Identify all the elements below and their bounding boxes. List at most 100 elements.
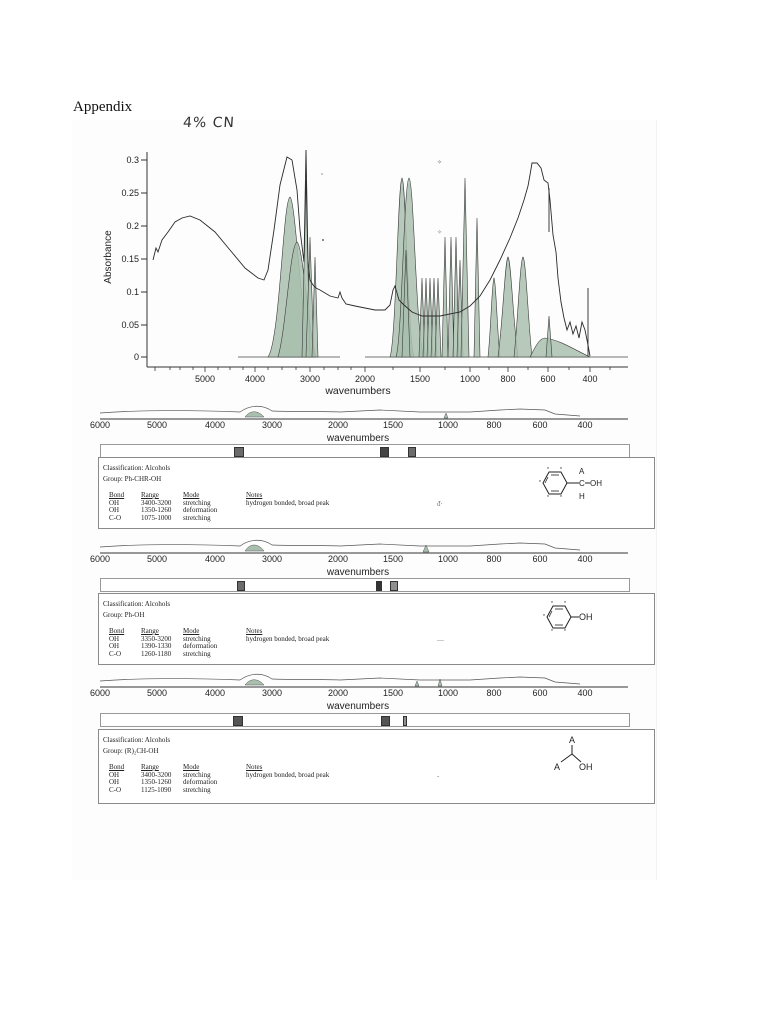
structure-phenol: OH * * * * * bbox=[543, 601, 593, 635]
reference-card-ph-oh: Classification: Alcohols Group: Ph-OH Bo… bbox=[98, 593, 655, 665]
mini-x-tick: 800 bbox=[486, 688, 501, 698]
bond-table: Bond Range Mode Notes OH 3350-3200 stretching… bbox=[109, 627, 330, 658]
mini-spectrum-3 bbox=[99, 673, 628, 688]
x-axis-label: wavenumbers bbox=[324, 385, 390, 397]
mini-x-tick: 800 bbox=[486, 420, 501, 430]
structure-benzyl-alcohol: C OH A H * * * * * bbox=[539, 467, 602, 501]
mini-x-tick: 3000 bbox=[262, 688, 282, 698]
mini-x-tick: 3000 bbox=[262, 420, 282, 430]
band-marker bbox=[381, 716, 390, 726]
x-tick-label: 800 bbox=[500, 374, 515, 384]
mini-x-axis-label: wavenumbers bbox=[326, 433, 389, 444]
measured-spectrum-line bbox=[152, 149, 591, 357]
svg-text:OH: OH bbox=[579, 612, 593, 622]
y-tick-label: 0.3 bbox=[126, 155, 139, 165]
band-marker-strip-1 bbox=[100, 444, 630, 458]
band-marker bbox=[408, 447, 416, 457]
group-label: Group: Ph-CHR-OH bbox=[103, 475, 162, 483]
svg-text:*: * bbox=[543, 614, 545, 620]
svg-text:*: * bbox=[560, 467, 562, 473]
band-marker bbox=[390, 581, 398, 591]
mini-x-axis-label: wavenumbers bbox=[326, 701, 389, 712]
svg-text:*: * bbox=[551, 601, 553, 607]
x-tick-label: 600 bbox=[540, 374, 555, 384]
svg-text:A: A bbox=[554, 762, 560, 772]
x-tick-label: 5000 bbox=[195, 374, 215, 384]
classification-label: Classification: Alcohols bbox=[103, 600, 171, 608]
mini-x-tick: 600 bbox=[532, 420, 547, 430]
mini-x-tick: 600 bbox=[532, 688, 547, 698]
mini-x-tick: 5000 bbox=[147, 688, 167, 698]
y-tick-label: 0.2 bbox=[126, 221, 139, 231]
mini-x-tick: 6000 bbox=[90, 688, 110, 698]
svg-text:*: * bbox=[551, 629, 553, 635]
mini-x-tick: 4000 bbox=[205, 554, 225, 564]
structure-secondary-alcohol: A A OH bbox=[554, 735, 593, 772]
reference-mini-spectra: 6000 5000 4000 3000 2000 1500 1000 800 6… bbox=[90, 405, 628, 712]
band-marker bbox=[234, 447, 244, 457]
svg-text:*: * bbox=[547, 495, 549, 501]
mini-spectrum-1 bbox=[99, 405, 628, 420]
x-tick-label: 400 bbox=[582, 374, 597, 384]
svg-text:C: C bbox=[579, 479, 585, 488]
mini-x-tick: 400 bbox=[577, 688, 592, 698]
mini-x-tick: 2000 bbox=[328, 420, 348, 430]
mini-x-tick: 1000 bbox=[438, 554, 458, 564]
svg-text:A: A bbox=[579, 467, 585, 476]
page-heading: Appendix bbox=[73, 99, 133, 115]
y-tick-label: 0.05 bbox=[121, 320, 139, 330]
classification-label: Classification: Alcohols bbox=[103, 736, 171, 744]
svg-text:*: * bbox=[564, 601, 566, 607]
svg-text:*: * bbox=[564, 629, 566, 635]
mini-x-tick: 4000 bbox=[205, 420, 225, 430]
mini-x-tick: 400 bbox=[577, 420, 592, 430]
mini-x-tick: 4000 bbox=[205, 688, 225, 698]
mini-x-tick: 1000 bbox=[438, 688, 458, 698]
reference-card-r2ch-oh: Classification: Alcohols Group: (R)₂CH-O… bbox=[98, 729, 655, 804]
mini-x-tick: 6000 bbox=[90, 420, 110, 430]
svg-text:OH: OH bbox=[590, 479, 602, 488]
x-tick-label: 1000 bbox=[460, 374, 480, 384]
x-tick-label: 3000 bbox=[300, 374, 320, 384]
band-marker-strip-2 bbox=[100, 578, 630, 592]
classification-label: Classification: Alcohols bbox=[103, 464, 171, 472]
svg-text:✧: ✧ bbox=[437, 229, 442, 236]
y-axis-label: Absorbance bbox=[103, 230, 114, 284]
svg-text:*: * bbox=[560, 495, 562, 501]
mini-x-tick: 1000 bbox=[438, 420, 458, 430]
band-marker bbox=[376, 581, 382, 591]
bond-table: Bond Range Mode Notes OH 3400-3200 stretching… bbox=[109, 491, 330, 522]
band-marker bbox=[237, 581, 245, 591]
mini-x-tick: 5000 bbox=[147, 554, 167, 564]
mini-x-tick: 2000 bbox=[328, 688, 348, 698]
main-ir-spectrum-chart: 0.3 0.25 0.2 0.15 0.1 0.05 0 Absorbance … bbox=[103, 149, 628, 397]
group-label: Group: Ph-OH bbox=[103, 611, 145, 619]
x-tick-label: 4000 bbox=[245, 374, 265, 384]
mini-x-tick: 1500 bbox=[383, 688, 403, 698]
y-tick-label: 0 bbox=[134, 352, 139, 362]
mini-x-axis-label: wavenumbers bbox=[326, 567, 389, 578]
svg-text:H: H bbox=[579, 492, 585, 501]
x-tick-label: 2000 bbox=[355, 374, 375, 384]
reference-card-ph-chr-oh: Classification: Alcohols Group: Ph-CHR-O… bbox=[98, 457, 655, 529]
svg-text:A: A bbox=[569, 735, 575, 745]
band-marker bbox=[233, 716, 243, 726]
x-tick-label: 1500 bbox=[410, 374, 430, 384]
band-marker-strip-3 bbox=[100, 713, 630, 727]
mini-x-tick: 600 bbox=[532, 554, 547, 564]
y-tick-label: 0.15 bbox=[121, 254, 139, 264]
y-tick-label: 0.25 bbox=[121, 188, 139, 198]
mini-x-tick: 5000 bbox=[147, 420, 167, 430]
mini-x-tick: 6000 bbox=[90, 554, 110, 564]
band-marker bbox=[403, 716, 407, 726]
mini-x-tick: 400 bbox=[577, 554, 592, 564]
fitted-peaks bbox=[267, 177, 591, 358]
svg-text:*: * bbox=[547, 467, 549, 473]
mini-spectrum-2 bbox=[99, 539, 628, 554]
mini-x-tick: 1500 bbox=[383, 420, 403, 430]
mini-x-tick: 3000 bbox=[262, 554, 282, 564]
group-label: Group: (R)₂CH-OH bbox=[103, 747, 159, 755]
mini-x-tick: 2000 bbox=[328, 554, 348, 564]
mini-x-tick: 800 bbox=[486, 554, 501, 564]
mini-x-tick: 1500 bbox=[383, 554, 403, 564]
